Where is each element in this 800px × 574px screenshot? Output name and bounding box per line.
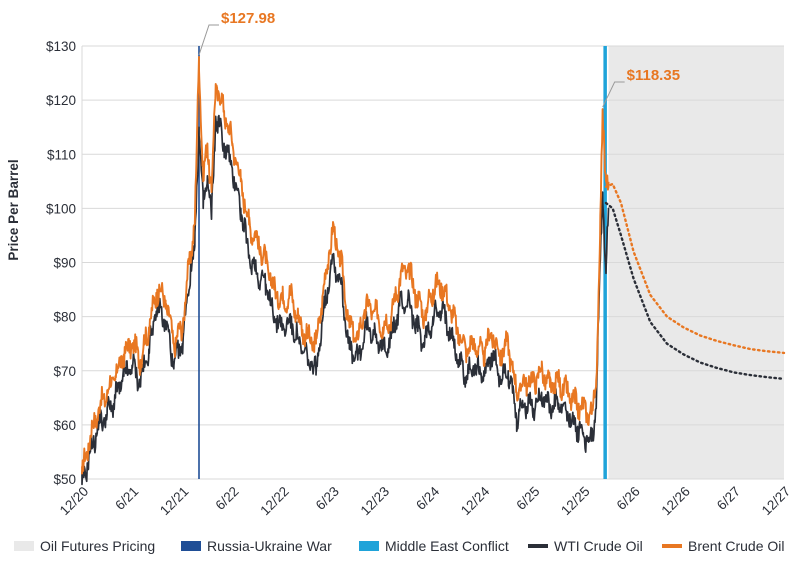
brent-crude-line	[81, 55, 610, 475]
y-tick-label: $130	[46, 39, 76, 54]
x-axis-ticks: 12/20 6/21 12/21 6/22 12/22 6/23 12/23 6/24 12/2…	[57, 483, 794, 518]
y-tick-label: $80	[53, 310, 76, 325]
y-tick-label: $120	[46, 93, 76, 108]
callout-leader	[198, 24, 219, 56]
y-axis-label: Price Per Barrel	[6, 159, 21, 260]
x-tick-label: 12/24	[458, 483, 493, 518]
y-tick-label: $90	[53, 256, 76, 271]
x-tick-label: 6/26	[614, 484, 643, 513]
price-callout: $127.98	[221, 10, 275, 27]
price-series	[81, 55, 786, 486]
x-tick-label: 12/22	[257, 484, 292, 519]
y-tick-label: $50	[53, 472, 76, 487]
x-tick-label: 12/26	[658, 484, 693, 519]
y-tick-label: $60	[53, 418, 76, 433]
x-tick-label: 6/22	[213, 484, 242, 513]
legend-swatch-russia	[181, 541, 201, 551]
annotations: $127.98 $118.35	[198, 10, 680, 108]
legend-swatch-middle-east	[359, 541, 379, 551]
y-tick-label: $110	[47, 147, 76, 162]
legend-swatch-wti	[528, 544, 548, 548]
x-tick-label: 6/24	[413, 483, 443, 513]
legend-label: Middle East Conflict	[385, 538, 509, 554]
y-axis-ticks: $50 $60 $70 $80 $90 $100 $110 $120 $130	[46, 39, 76, 487]
legend-label: WTI Crude Oil	[554, 538, 643, 554]
x-tick-label: 12/27	[759, 484, 794, 519]
y-tick-label: $100	[46, 201, 76, 216]
x-tick-label: 12/21	[157, 484, 192, 519]
x-tick-label: 6/23	[313, 484, 342, 513]
legend-label: Brent Crude Oil	[688, 538, 784, 554]
legend: Oil Futures Pricing Russia-Ukraine War Mid…	[14, 538, 784, 554]
x-tick-label: 12/25	[558, 484, 593, 519]
x-tick-label: 12/20	[57, 484, 92, 519]
price-callout: $118.35	[627, 67, 680, 84]
callout-leader	[602, 81, 625, 108]
x-tick-label: 6/21	[112, 484, 141, 513]
legend-label: Oil Futures Pricing	[40, 538, 155, 554]
x-tick-label: 6/25	[513, 484, 542, 513]
x-tick-label: 6/27	[714, 484, 743, 513]
legend-swatch-futures	[14, 541, 34, 551]
brent-futures-line	[604, 182, 786, 355]
wti-futures-line	[604, 201, 786, 381]
x-tick-label: 12/23	[358, 484, 393, 519]
legend-swatch-brent	[662, 544, 682, 548]
y-tick-label: $70	[53, 364, 76, 379]
legend-label: Russia-Ukraine War	[207, 538, 332, 554]
wti-crude-line	[81, 114, 610, 486]
